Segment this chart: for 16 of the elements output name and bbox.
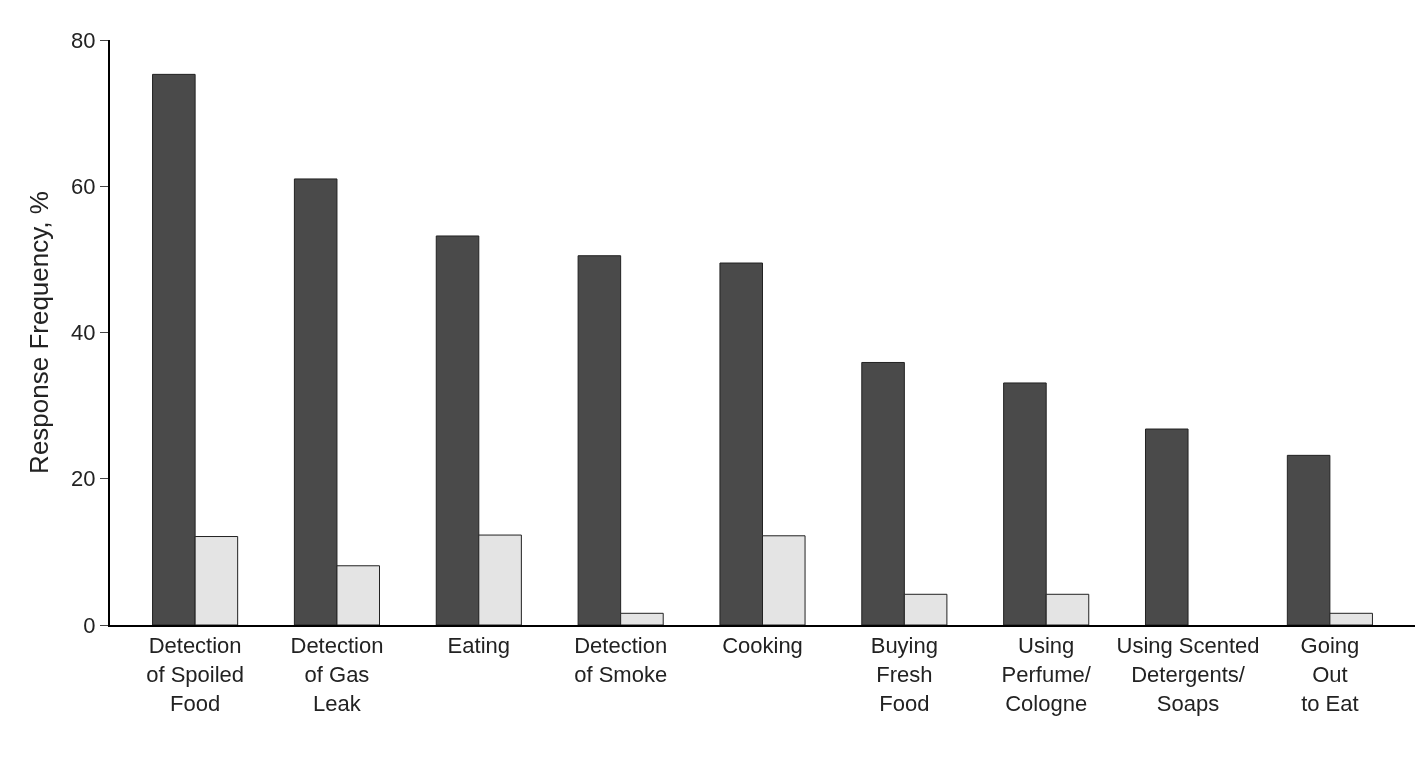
y-axis-title: Response Frequency, % <box>24 191 55 474</box>
y-tick-label: 80 <box>71 27 96 53</box>
x-tick-label: Detection of Gas Leak <box>290 633 384 716</box>
x-tick-label: Cooking <box>722 633 803 659</box>
x-tick-label: Buying Fresh Food <box>870 633 938 716</box>
y-tick-label: 0 <box>83 612 96 638</box>
x-tick-label: Detection of Spoiled Food <box>146 633 245 716</box>
x-tick-label: Using Scented Detergents/ Soaps <box>1116 633 1260 716</box>
x-tick-label: Using Perfume/ Cologne <box>1001 633 1092 716</box>
x-tick-label: Eating <box>447 633 510 659</box>
x-tick-label: Going Out to Eat <box>1300 633 1360 716</box>
y-tick-label: 20 <box>71 466 96 492</box>
bar <box>1144 428 1189 625</box>
y-tick-label: 60 <box>71 173 96 199</box>
x-tick-label: Detection of Smoke <box>574 633 668 687</box>
y-tick-label: 40 <box>71 320 96 346</box>
